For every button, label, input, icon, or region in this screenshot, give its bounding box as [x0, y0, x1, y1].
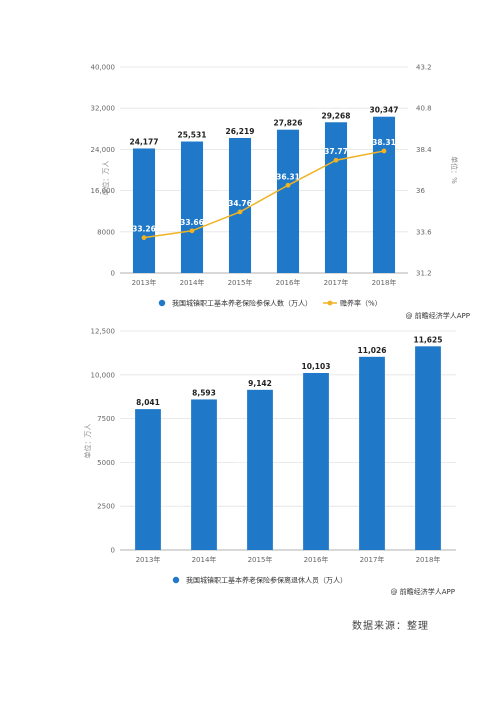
- chart1-rate-point-2016年: [285, 182, 291, 188]
- chart1-y-tick-label: 0: [111, 270, 115, 278]
- chart1-y-tick-label: 40,000: [91, 64, 116, 72]
- chart1-rate-value-label: 38.31: [372, 138, 396, 147]
- chart1-y-right-tick-label: 36: [416, 187, 425, 195]
- footer-source-note: 数据来源：整理: [352, 621, 429, 632]
- chart1-y-tick-label: 24,000: [91, 146, 116, 154]
- chart2-bar-value-label: 10,103: [302, 362, 331, 371]
- chart2-legend-marker: [172, 576, 180, 584]
- chart1-y-axis-label: 单位：万人: [101, 161, 110, 196]
- chart2-x-tick-label: 2015年: [248, 555, 273, 564]
- chart1-x-tick-label: 2016年: [276, 278, 301, 287]
- chart2-x-tick-label: 2018年: [416, 555, 441, 564]
- chart1-bar-2018年: [372, 116, 396, 273]
- chart1-source-credit: @ 前瞻经济学人APP: [406, 311, 470, 320]
- chart1-y-right-tick-label: 38.4: [416, 146, 432, 154]
- chart2-bar-value-label: 11,625: [414, 335, 443, 344]
- chart1-legend-label: 我国城镇职工基本养老保险参保人数（万人）: [172, 299, 312, 308]
- chart2-y-axis-label: 单位：万人: [83, 424, 92, 459]
- chart1-x-tick-label: 2017年: [324, 278, 349, 287]
- chart2-bar-value-label: 8,041: [136, 398, 160, 407]
- chart2-bar-2017年: [359, 356, 385, 550]
- chart1-rate-value-label: 36.31: [276, 172, 300, 181]
- chart1-legend-marker: [327, 300, 333, 306]
- chart1-y-tick-label: 16,000: [91, 187, 116, 195]
- chart1-bar-value-label: 27,826: [274, 119, 303, 128]
- chart1-x-tick-label: 2014年: [180, 278, 205, 287]
- chart1-rate-point-2017年: [333, 157, 339, 163]
- chart1-bar-value-label: 29,268: [322, 111, 351, 120]
- chart2-x-tick-label: 2013年: [136, 555, 161, 564]
- chart1-rate-point-2013年: [141, 235, 147, 241]
- chart1-y-right-axis-label: 单位：%: [450, 156, 459, 184]
- chart1-y-right-tick-label: 43.2: [416, 64, 432, 72]
- chart1-rate-value-label: 33.26: [132, 225, 156, 234]
- chart2-bar-2016年: [303, 372, 329, 550]
- chart2-bar-2014年: [191, 399, 217, 550]
- chart1-rate-value-label: 37.77: [324, 147, 348, 156]
- chart1-rate-value-label: 34.76: [228, 199, 252, 208]
- chart2-x-tick-label: 2017年: [360, 555, 385, 564]
- chart1-y-right-tick-label: 40.8: [416, 105, 432, 113]
- chart2-bar-value-label: 9,142: [248, 379, 272, 388]
- chart1-x-tick-label: 2018年: [372, 278, 397, 287]
- chart1-rate-point-2014年: [189, 228, 195, 234]
- chart1-x-tick-label: 2015年: [228, 278, 253, 287]
- chart2-y-tick-label: 12,500: [91, 328, 116, 336]
- chart1-bar-value-label: 26,219: [226, 127, 255, 136]
- chart1-rate-point-2015年: [237, 209, 243, 215]
- chart2-bar-value-label: 11,026: [358, 346, 387, 355]
- chart1-x-tick-label: 2013年: [132, 278, 157, 287]
- chart2-y-tick-label: 0: [111, 547, 115, 555]
- chart1-bar-2015年: [228, 137, 252, 273]
- chart1-legend-label: 赡养率（%）: [340, 299, 382, 308]
- chart1-bar-value-label: 24,177: [130, 137, 159, 146]
- chart1-rate-value-label: 33.66: [180, 218, 204, 227]
- chart1-legend-marker: [158, 299, 166, 307]
- chart1-bar-value-label: 25,531: [178, 131, 207, 140]
- chart1-bar-2013年: [132, 148, 156, 273]
- chart1-rate-point-2018年: [381, 148, 387, 154]
- chart1-rate-line: [143, 150, 385, 239]
- chart2-y-tick-label: 7500: [97, 415, 115, 423]
- chart1-y-right-tick-label: 31.2: [416, 270, 432, 278]
- chart2-x-tick-label: 2016年: [304, 555, 329, 564]
- chart1-y-tick-label: 8000: [97, 228, 115, 236]
- chart1-bar-2017年: [324, 122, 348, 273]
- chart2-bar-2015年: [247, 389, 273, 550]
- chart1-y-tick-label: 32,000: [91, 105, 116, 113]
- chart1-bar-2014年: [180, 141, 204, 273]
- chart2-bar-2013年: [135, 409, 161, 550]
- chart2-bar-value-label: 8,593: [192, 388, 216, 397]
- chart2-source-credit: @ 前瞻经济学人APP: [391, 587, 455, 596]
- chart1-y-right-tick-label: 33.6: [416, 228, 432, 236]
- chart2-x-tick-label: 2014年: [192, 555, 217, 564]
- chart2-legend-label: 我国城镇职工基本养老保险参保离退休人员（万人）: [186, 576, 347, 585]
- chart2-y-tick-label: 5000: [97, 459, 115, 467]
- chart2-bar-2018年: [415, 346, 441, 550]
- chart1-bar-2016年: [276, 129, 300, 273]
- chart2-y-tick-label: 10,000: [91, 371, 116, 379]
- chart2-y-tick-label: 2500: [97, 503, 115, 511]
- chart1-bar-value-label: 30,347: [370, 106, 399, 115]
